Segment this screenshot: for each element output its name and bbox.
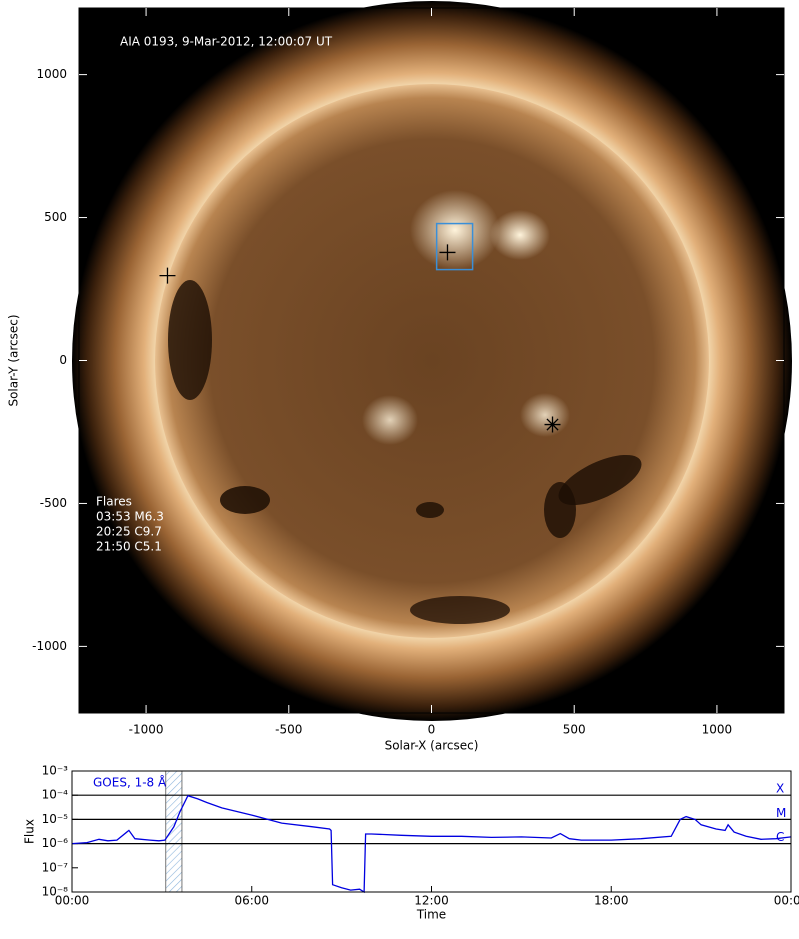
x-tick-label: 12:00 (414, 894, 449, 908)
x-tick-label: 500 (563, 723, 586, 737)
flare-marker (544, 416, 561, 433)
image-title: AIA 0193, 9-Mar-2012, 12:00:07 UT (120, 35, 333, 49)
y-tick-label: -500 (40, 496, 67, 510)
y-tick-label: -1000 (32, 639, 67, 653)
flare-marker (439, 244, 456, 261)
y-tick-label: 10⁻⁸ (42, 885, 69, 899)
plot-frame (71, 770, 792, 893)
flare-marker (159, 267, 176, 284)
annotation: 03:53 M6.3 (96, 510, 164, 524)
y-tick-label: 500 (44, 210, 67, 224)
annotation-title: Flares (96, 495, 132, 509)
region-box (435, 222, 474, 271)
annotation: 21:50 C5.1 (96, 540, 162, 554)
y-axis-label: Solar-Y (arcsec) (7, 314, 21, 406)
level-label: M (776, 806, 786, 820)
level-label: C (776, 830, 784, 844)
x-tick-label: -500 (275, 723, 302, 737)
annotation: 20:25 C9.7 (96, 525, 162, 539)
x-tick-label: 18:00 (594, 894, 629, 908)
x-tick-label: 00:00 (55, 894, 90, 908)
x-tick-label: 00:00 (774, 894, 799, 908)
flux-line (71, 794, 792, 894)
y-tick-label: 10⁻⁷ (42, 860, 69, 874)
x-axis-label: Solar-X (arcsec) (385, 739, 479, 753)
x-tick-label: 06:00 (234, 894, 269, 908)
y-tick-label: 10⁻⁴ (42, 788, 69, 802)
y-tick-label: 0 (59, 353, 67, 367)
legend-entry: GOES, 1-8 Å (93, 775, 167, 790)
y-tick-label: 10⁻⁵ (42, 812, 69, 826)
y-tick-label: 10⁻³ (42, 764, 69, 778)
x-tick-label: -1000 (129, 723, 164, 737)
y-tick-label: 10⁻⁶ (42, 836, 69, 850)
y-tick-label: 1000 (36, 67, 67, 81)
y-axis-label: Flux (23, 819, 37, 844)
shaded-interval (165, 770, 183, 893)
x-axis-label: Time (416, 908, 446, 922)
x-tick-label: 1000 (702, 723, 733, 737)
x-tick-label: 0 (428, 723, 436, 737)
solar-image (72, 1, 792, 721)
level-label: X (776, 782, 784, 796)
